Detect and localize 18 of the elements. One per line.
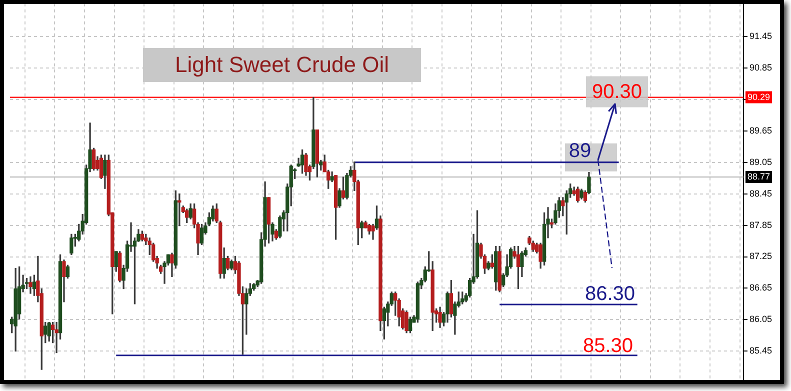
y-tick-label: 86.05 [749,314,772,324]
y-tick-label: 88.45 [749,188,772,198]
annotation: 89 [568,140,592,162]
y-tick-label: 91.45 [749,30,772,41]
y-tick-label: 86.65 [749,282,772,293]
annotation: 86.30 [584,283,636,306]
text: Light Sweet Crude Oil [143,48,421,82]
ref-line-label: 88.77 [747,172,770,182]
y-tick-label: 89.65 [749,125,772,136]
y-tick-label: 87.25 [749,251,772,262]
y-tick-label: 85.45 [749,346,772,356]
annotation: 85.30 [582,334,634,357]
y-tick-label: 90.85 [749,62,772,72]
ref-line-label: 90.29 [747,92,770,102]
y-tick-label: 89.05 [749,156,772,167]
candlestick [54,322,58,354]
y-tick-label: 87.85 [749,220,772,230]
annotation: 90.30 [592,80,642,103]
